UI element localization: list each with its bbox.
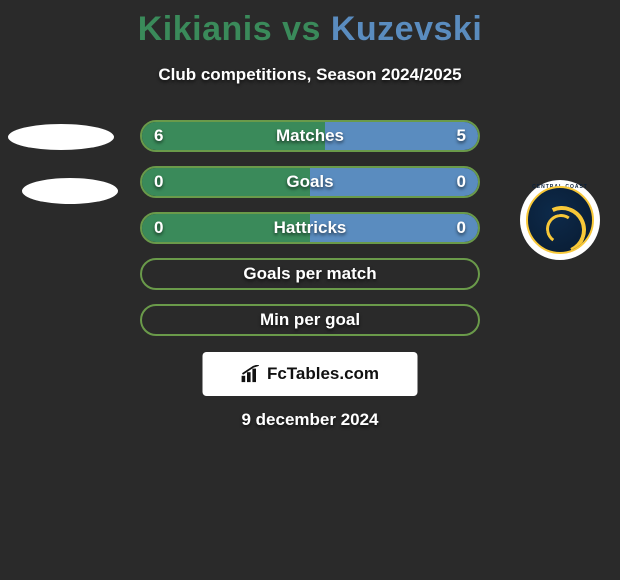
stat-value-right: 5: [457, 126, 466, 146]
stat-value-right: 0: [457, 172, 466, 192]
club-logo-inner: [526, 186, 594, 254]
stat-row: Min per goal: [140, 304, 480, 336]
stat-value-right: 0: [457, 218, 466, 238]
stat-row: 6 Matches 5: [140, 120, 480, 152]
date-text: 9 december 2024: [241, 410, 378, 430]
infographic-container: Kikianis vs Kuzevski Club competitions, …: [0, 0, 620, 580]
title-player1: Kikianis: [138, 10, 272, 48]
club-logo: CENTRAL COAST: [520, 180, 600, 260]
decorative-ellipse: [22, 178, 118, 204]
stat-fill-right: [310, 168, 478, 196]
stat-row: Goals per match: [140, 258, 480, 290]
stats-panel: 6 Matches 5 0 Goals 0 0 Hattricks 0 Goals per mat…: [140, 120, 480, 350]
brand-badge-text: FcTables.com: [267, 364, 379, 384]
stat-value-left: 0: [154, 172, 163, 192]
stat-label: Hattricks: [274, 218, 347, 238]
chart-icon: [241, 365, 263, 383]
stat-fill-right: [325, 122, 478, 150]
stat-fill-left: [142, 168, 310, 196]
stat-value-left: 0: [154, 218, 163, 238]
subtitle: Club competitions, Season 2024/2025: [0, 65, 620, 85]
stat-label: Matches: [276, 126, 344, 146]
stat-label: Min per goal: [260, 310, 360, 330]
stat-row: 0 Goals 0: [140, 166, 480, 198]
stat-row: 0 Hattricks 0: [140, 212, 480, 244]
title-player2: Kuzevski: [331, 10, 482, 48]
stat-value-left: 6: [154, 126, 163, 146]
stat-label: Goals per match: [243, 264, 376, 284]
title-vs: vs: [282, 10, 321, 48]
stat-label: Goals: [286, 172, 333, 192]
title: Kikianis vs Kuzevski: [0, 0, 620, 49]
brand-badge[interactable]: FcTables.com: [203, 352, 418, 396]
decorative-ellipse: [8, 124, 114, 150]
